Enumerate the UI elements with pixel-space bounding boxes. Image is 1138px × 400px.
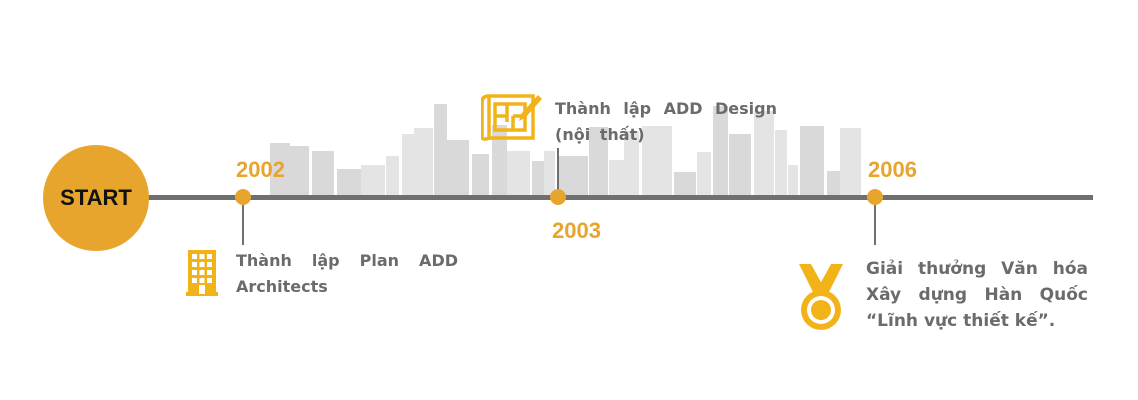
milestone-year-2002: 2002 [236, 157, 285, 182]
skyline-building [775, 130, 787, 195]
skyline-building [270, 143, 290, 195]
timeline-axis [148, 195, 1093, 200]
skyline-building [544, 151, 555, 195]
skyline-building [713, 106, 728, 195]
blueprint-pencil-icon [481, 94, 542, 141]
milestone-description-2003: Thành lập ADD Design (nội thất) [555, 96, 777, 148]
skyline-building [609, 160, 624, 195]
skyline-building [674, 172, 696, 195]
skyline-building [472, 154, 489, 195]
skyline-building [312, 151, 334, 195]
start-circle: START [43, 145, 149, 251]
skyline-building [697, 152, 711, 195]
skyline-building [754, 111, 774, 195]
skyline-building [827, 171, 840, 195]
skyline-building [532, 161, 544, 195]
skyline-building [290, 146, 309, 195]
skyline-building [492, 125, 507, 195]
milestone-dot-2006 [867, 189, 883, 205]
skyline-building [337, 169, 361, 195]
skyline-building [434, 104, 447, 195]
start-label: START [60, 185, 132, 210]
milestone-description-line: “Lĩnh vực thiết kế”. [866, 311, 1056, 331]
milestone-description-2006: Giải thưởng Văn hóa Xây dựng Hàn Quốc “L… [866, 256, 1088, 334]
skyline-building [414, 128, 433, 195]
milestone-description-line: Thành lập ADD Design [555, 99, 777, 118]
skyline-building [589, 127, 608, 195]
milestone-year-2003: 2003 [552, 218, 601, 243]
building-icon [186, 250, 218, 296]
skyline-building [788, 165, 798, 195]
skyline-building [386, 156, 399, 195]
skyline-building [447, 140, 469, 195]
milestone-description-line: Thành lập Plan ADD [236, 251, 458, 270]
milestone-dot-2003 [550, 189, 566, 205]
skyline-building [840, 128, 861, 195]
milestone-description-line: (nội thất) [555, 125, 645, 144]
skyline-building [624, 131, 639, 195]
milestone-stem-2006 [874, 205, 876, 245]
milestone-dot-2002 [235, 189, 251, 205]
skyline-building [507, 151, 530, 195]
milestone-description-line: Giải thưởng Văn hóa [866, 259, 1088, 279]
skyline-building [557, 156, 588, 195]
skyline-building [729, 134, 751, 195]
medal-icon [799, 264, 843, 330]
skyline-building [361, 165, 385, 195]
skyline-building [402, 134, 414, 195]
milestone-description-2002: Thành lập Plan ADD Architects [236, 248, 458, 300]
milestone-stem-2002 [242, 205, 244, 245]
skyline-building [800, 126, 824, 195]
milestone-stem-2003 [557, 148, 559, 190]
milestone-description-line: Architects [236, 277, 328, 296]
skyline-building [642, 126, 672, 195]
milestone-description-line: Xây dựng Hàn Quốc [866, 285, 1088, 305]
milestone-year-2006: 2006 [868, 157, 917, 182]
